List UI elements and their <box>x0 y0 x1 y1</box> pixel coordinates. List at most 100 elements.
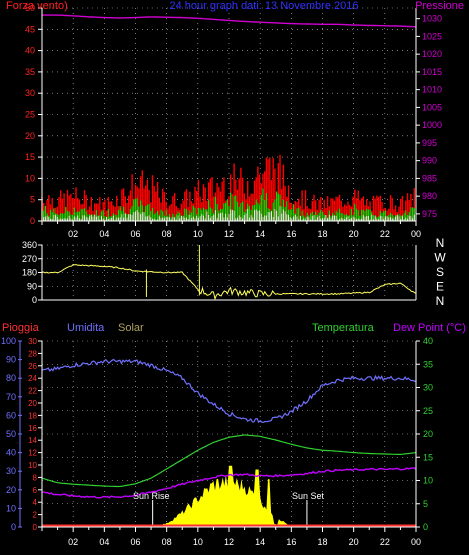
y-tick-label: 360 <box>22 240 37 250</box>
temp-tick-label: 35 <box>423 359 433 369</box>
temperature-series <box>41 358 417 528</box>
y-tick-label: 25 <box>25 110 35 120</box>
solar-area <box>42 465 416 527</box>
humidity-tick-label: 50 <box>6 429 16 439</box>
x-tick-label: 04 <box>99 229 109 239</box>
x-tick-label: 04 <box>99 537 109 547</box>
direction-grid <box>42 244 417 301</box>
x-tick-label: 10 <box>193 537 203 547</box>
rain-tick-label: 6 <box>33 486 38 495</box>
rain-tick-label: 22 <box>28 387 37 396</box>
wind-axes: 0510152025303540455097598098599099510001… <box>25 3 442 239</box>
sunrise-label: Sun Rise <box>133 491 170 501</box>
y-tick-label: 20 <box>25 131 35 141</box>
x-tick-label: 22 <box>380 229 390 239</box>
wind-plot-area <box>42 8 416 221</box>
temperature-line <box>41 434 417 488</box>
x-tick-label: 18 <box>317 537 327 547</box>
x-tick-label: 02 <box>68 537 78 547</box>
rain-tick-label: 12 <box>28 449 37 458</box>
y2-tick-label: 1020 <box>422 49 442 59</box>
y-tick-label: 45 <box>25 24 35 34</box>
humidity-tick-label: 20 <box>6 485 16 495</box>
humidity-tick-label: 30 <box>6 466 16 476</box>
direction-series <box>41 245 417 301</box>
y2-tick-label: 1010 <box>422 85 442 95</box>
x-tick-label: 14 <box>255 229 265 239</box>
temperature-label: Temperatura <box>312 322 375 334</box>
compass-letter: N <box>436 236 445 250</box>
y-tick-label: 15 <box>25 152 35 162</box>
humidity-tick-label: 60 <box>6 410 16 420</box>
humidity-label: Umidita <box>67 322 105 334</box>
rain-tick-label: 24 <box>28 374 37 383</box>
direction-line <box>41 263 417 301</box>
x-tick-label: 16 <box>286 229 296 239</box>
humidity-tick-label: 40 <box>6 448 16 458</box>
x-tick-label: 22 <box>380 537 390 547</box>
rain-tick-label: 2 <box>33 511 38 520</box>
rain-tick-label: 14 <box>28 436 37 445</box>
x-tick-label: 08 <box>162 537 172 547</box>
temp-tick-label: 20 <box>423 429 433 439</box>
y2-tick-label: 975 <box>422 209 437 219</box>
x-tick-label: 20 <box>349 537 359 547</box>
x-tick-label: 08 <box>162 229 172 239</box>
humidity-tick-label: 90 <box>6 355 16 365</box>
y-tick-label: 0 <box>30 216 35 226</box>
y-tick-label: 30 <box>25 88 35 98</box>
rain-tick-label: 30 <box>28 337 37 346</box>
x-tick-label: 00 <box>411 537 421 547</box>
compass-letter: N <box>436 294 445 308</box>
y2-tick-label: 980 <box>422 191 437 201</box>
temp-tick-label: 5 <box>423 499 428 509</box>
rain-tick-label: 8 <box>33 473 38 482</box>
rain-label: Pioggia <box>2 322 40 334</box>
compass-letter: S <box>436 265 444 279</box>
pressure-line <box>42 14 417 28</box>
humidity-tick-label: 0 <box>11 522 16 532</box>
y-tick-label: 270 <box>22 254 37 264</box>
humidity-tick-label: 100 <box>1 336 16 346</box>
rain-tick-label: 28 <box>28 349 37 358</box>
pressure-label: Pressione <box>415 0 464 12</box>
x-tick-label: 06 <box>130 537 140 547</box>
compass-letter: W <box>434 251 446 265</box>
x-tick-label: 16 <box>286 537 296 547</box>
rain-tick-label: 4 <box>33 498 38 507</box>
y2-tick-label: 1005 <box>422 102 442 112</box>
y2-tick-label: 1030 <box>422 14 442 24</box>
y2-tick-label: 1015 <box>422 67 442 77</box>
rain-tick-label: 0 <box>33 523 38 532</box>
rain-tick-label: 16 <box>28 424 37 433</box>
wind-speed-label: Forza vento) <box>6 0 68 12</box>
y-tick-label: 90 <box>27 281 37 291</box>
temp-tick-label: 15 <box>423 452 433 462</box>
y2-tick-label: 995 <box>422 138 437 148</box>
sunset-label: Sun Set <box>292 491 325 501</box>
humidity-tick-label: 80 <box>6 373 16 383</box>
temp-tick-label: 25 <box>423 406 433 416</box>
temp-tick-label: 40 <box>423 336 433 346</box>
x-tick-label: 00 <box>411 229 421 239</box>
x-tick-label: 12 <box>224 229 234 239</box>
x-tick-label: 10 <box>193 229 203 239</box>
y2-tick-label: 985 <box>422 173 437 183</box>
y-tick-label: 40 <box>25 46 35 56</box>
dewpoint-line <box>42 467 417 499</box>
temperature-panel: Pioggia Umidita Solar Temperatura Dew Po… <box>1 322 466 547</box>
y-tick-label: 5 <box>30 195 35 205</box>
direction-axes: 0 90 180 270 360 <box>22 240 417 305</box>
compass-letter: E <box>436 280 444 294</box>
wind-pressure-panel: 0510152025303540455097598098599099510001… <box>6 0 464 239</box>
solar-label: Solar <box>118 322 144 334</box>
y2-tick-label: 1025 <box>422 31 442 41</box>
x-tick-label: 12 <box>224 537 234 547</box>
y2-tick-label: 990 <box>422 156 437 166</box>
humidity-tick-label: 10 <box>6 503 16 513</box>
x-tick-label: 14 <box>255 537 265 547</box>
wind-series <box>41 14 417 221</box>
